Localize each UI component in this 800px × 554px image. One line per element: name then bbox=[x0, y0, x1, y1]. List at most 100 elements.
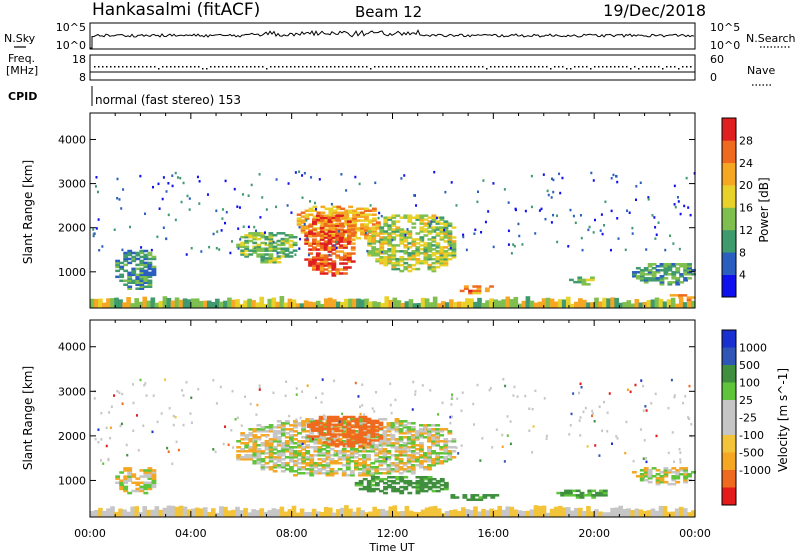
echo-cell bbox=[312, 264, 317, 267]
nave-dot bbox=[570, 68, 572, 70]
echo-cell bbox=[293, 424, 298, 427]
echo-cell bbox=[268, 253, 274, 256]
echo-cell bbox=[399, 259, 405, 263]
nave-dot bbox=[662, 68, 664, 70]
echo-cell bbox=[489, 285, 494, 288]
sporadic-echo bbox=[653, 216, 656, 219]
echo-cell bbox=[354, 419, 360, 423]
echo-cell bbox=[362, 463, 367, 467]
sporadic-echo bbox=[394, 398, 397, 402]
sporadic-echo bbox=[143, 383, 146, 387]
echo-cell bbox=[387, 232, 393, 235]
echo-cell bbox=[325, 465, 331, 469]
sporadic-echo bbox=[492, 245, 495, 249]
sporadic-echo bbox=[513, 385, 516, 389]
sporadic-echo bbox=[295, 393, 298, 396]
echo-cell bbox=[402, 448, 408, 451]
sporadic-echo bbox=[272, 391, 275, 395]
echo-cell bbox=[139, 487, 145, 491]
echo-cell bbox=[244, 444, 250, 447]
echo-cell bbox=[364, 227, 369, 230]
echo-cell bbox=[340, 211, 346, 214]
echo-cell bbox=[354, 435, 360, 438]
echo-cell bbox=[451, 440, 457, 443]
echo-cell bbox=[317, 424, 323, 427]
echo-cell bbox=[395, 489, 401, 493]
echo-cell bbox=[346, 258, 352, 261]
echo-cell bbox=[394, 420, 400, 423]
echo-cell bbox=[370, 479, 376, 483]
sporadic-echo bbox=[119, 424, 122, 428]
echo-cell bbox=[350, 429, 356, 432]
echo-cell bbox=[276, 450, 282, 453]
echo-cell bbox=[383, 257, 389, 261]
echo-cell bbox=[358, 427, 364, 430]
echo-cell bbox=[418, 428, 424, 431]
sporadic-echo bbox=[667, 451, 670, 455]
nave-dot bbox=[454, 66, 456, 68]
echo-cell bbox=[639, 269, 645, 272]
echo-cell bbox=[268, 245, 274, 249]
nave-dot bbox=[294, 66, 296, 68]
sporadic-echo bbox=[586, 445, 589, 448]
echo-cell bbox=[427, 263, 433, 267]
ground-scatter-cell bbox=[215, 298, 220, 308]
nave-dot bbox=[170, 66, 172, 68]
echo-cell bbox=[312, 260, 317, 263]
echo-cell bbox=[399, 240, 405, 243]
ground-scatter-cell bbox=[598, 511, 603, 517]
echo-cell bbox=[382, 456, 388, 459]
nave-dot bbox=[342, 66, 344, 68]
echo-cell bbox=[399, 234, 405, 237]
echo-cell bbox=[308, 258, 313, 261]
nave-dot bbox=[198, 66, 200, 68]
power-x-axis bbox=[89, 113, 696, 308]
ground-scatter-cell bbox=[489, 508, 494, 517]
nave-dot bbox=[158, 68, 160, 70]
echo-cell bbox=[272, 241, 278, 245]
echo-cell bbox=[143, 469, 149, 472]
echo-cell bbox=[386, 422, 392, 425]
echo-cell bbox=[319, 238, 325, 241]
sporadic-echo bbox=[579, 382, 582, 386]
nave-dot bbox=[154, 66, 156, 68]
sporadic-echo bbox=[608, 392, 611, 395]
echo-cell bbox=[419, 230, 425, 233]
ground-scatter-cell bbox=[166, 297, 172, 308]
echo-cell bbox=[403, 487, 409, 491]
echo-cell bbox=[447, 236, 453, 239]
echo-cell bbox=[297, 446, 302, 449]
sporadic-echo bbox=[185, 253, 188, 256]
echo-cell bbox=[423, 248, 429, 251]
echo-cell bbox=[338, 421, 344, 425]
echo-cell bbox=[280, 434, 286, 437]
echo-cell bbox=[443, 446, 449, 449]
echo-cell bbox=[304, 227, 310, 230]
ground-scatter-cell bbox=[336, 509, 341, 517]
echo-cell bbox=[410, 467, 416, 471]
echo-cell bbox=[643, 273, 649, 276]
echo-cell bbox=[260, 467, 266, 471]
echo-cell bbox=[338, 419, 344, 423]
echo-cell bbox=[398, 446, 404, 449]
echo-cell bbox=[394, 428, 400, 431]
ground-scatter-cell bbox=[178, 505, 184, 517]
echo-cell bbox=[575, 496, 581, 499]
echo-cell bbox=[362, 487, 368, 491]
echo-cell bbox=[135, 279, 141, 283]
echo-cell bbox=[115, 477, 121, 480]
echo-cell bbox=[268, 454, 274, 457]
echo-cell bbox=[236, 454, 242, 457]
echo-cell bbox=[334, 429, 340, 432]
echo-cell bbox=[339, 244, 345, 247]
ground-scatter-cell bbox=[582, 299, 587, 308]
echo-cell bbox=[382, 434, 388, 437]
echo-cell bbox=[297, 424, 302, 427]
echo-cell bbox=[651, 271, 657, 274]
echo-cell bbox=[276, 247, 282, 250]
ground-scatter-cell bbox=[614, 297, 619, 308]
echo-cell bbox=[411, 267, 417, 271]
ground-scatter-cell bbox=[231, 299, 236, 308]
echo-cell bbox=[366, 417, 372, 421]
echo-cell bbox=[327, 218, 333, 221]
